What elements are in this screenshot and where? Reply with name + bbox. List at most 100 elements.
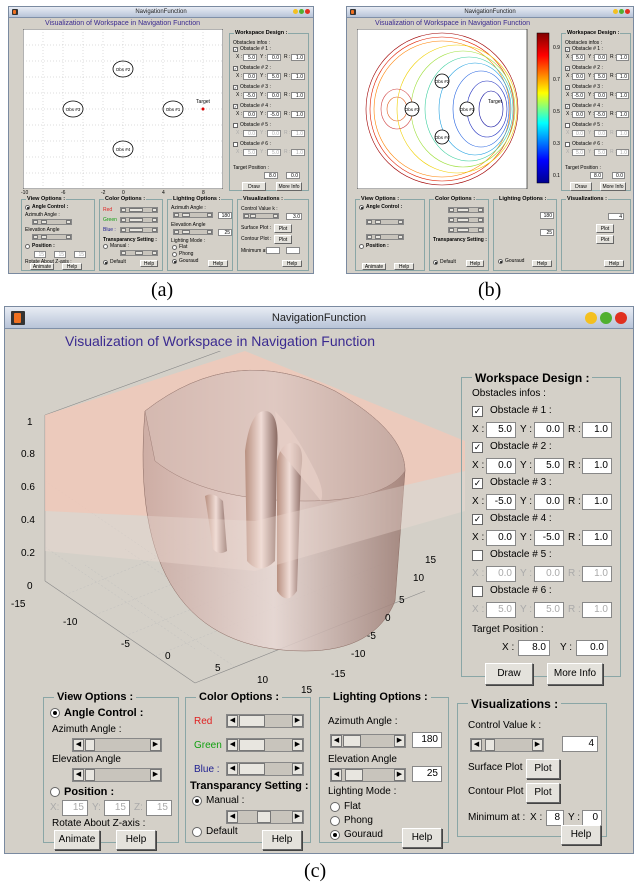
surface-plot-button[interactable]: Plot	[274, 224, 292, 233]
obstacle-r-input[interactable]: 1.0	[291, 111, 305, 118]
window-buttons[interactable]	[293, 9, 310, 14]
default-radio[interactable]	[192, 827, 202, 837]
default-radio[interactable]	[433, 260, 438, 265]
obstacle-x-input[interactable]: 5.0	[243, 149, 257, 156]
elevation-slider[interactable]	[32, 234, 72, 240]
position-radio[interactable]	[25, 244, 30, 249]
draw-button[interactable]: Draw	[485, 663, 533, 685]
close-icon[interactable]	[625, 9, 630, 14]
k-slider[interactable]	[243, 213, 279, 219]
help-button[interactable]: Help	[282, 260, 302, 267]
obstacle-checkbox[interactable]: ✓	[233, 66, 238, 71]
gouraud-radio[interactable]	[172, 259, 177, 264]
obstacle-x-input[interactable]: 0.0	[243, 130, 257, 137]
obstacle-x-input[interactable]: 0.0	[572, 130, 585, 137]
more-info-button[interactable]: More Info	[547, 663, 603, 685]
obstacle-r-input[interactable]: 1.0	[616, 149, 629, 156]
maximize-icon[interactable]	[299, 9, 304, 14]
obstacle-r-input[interactable]: 1.0	[582, 530, 612, 546]
obstacle-x-input[interactable]: 0.0	[486, 530, 516, 546]
maximize-icon[interactable]	[600, 312, 612, 324]
target-x-input[interactable]: 8.0	[590, 172, 603, 179]
obstacle-checkbox[interactable]	[472, 550, 483, 561]
obstacle-checkbox[interactable]: ✓	[565, 66, 570, 71]
minimize-icon[interactable]	[293, 9, 298, 14]
pos-x-input[interactable]: 15	[34, 251, 46, 258]
obstacle-y-input[interactable]: 0.0	[594, 130, 607, 137]
obstacle-r-input[interactable]: 1.0	[291, 73, 305, 80]
help-button[interactable]: Help	[561, 825, 601, 845]
draw-button[interactable]: Draw	[570, 182, 592, 191]
flat-radio[interactable]	[172, 245, 177, 250]
animate-button[interactable]: Animate	[362, 263, 386, 270]
obstacle-checkbox[interactable]	[565, 142, 570, 147]
elevation-slider[interactable]: ◀ ▶	[330, 768, 406, 782]
obstacle-checkbox[interactable]: ✓	[472, 406, 483, 417]
animate-button[interactable]: Animate	[30, 263, 54, 270]
help-button[interactable]: Help	[208, 260, 228, 267]
obstacle-checkbox[interactable]: ✓	[233, 47, 238, 52]
obstacle-y-input[interactable]: 5.0	[594, 73, 607, 80]
transparency-slider[interactable]	[120, 250, 158, 256]
flat-radio[interactable]	[330, 802, 340, 812]
obstacle-x-input[interactable]: 5.0	[243, 54, 257, 61]
azimuth-slider[interactable]	[32, 219, 72, 225]
obstacle-y-input[interactable]: 0.0	[594, 54, 607, 61]
surface-plot-button[interactable]: Plot	[596, 224, 614, 233]
pos-x-input[interactable]: 15	[62, 800, 88, 816]
obstacle-checkbox[interactable]: ✓	[472, 442, 483, 453]
obstacle-checkbox[interactable]: ✓	[565, 85, 570, 90]
phong-radio[interactable]	[330, 816, 340, 826]
obstacle-checkbox[interactable]	[472, 586, 483, 597]
red-slider[interactable]	[120, 207, 158, 213]
obstacle-r-input[interactable]: 1.0	[291, 130, 305, 137]
close-icon[interactable]	[615, 312, 627, 324]
obstacle-r-input[interactable]: 1.0	[582, 422, 612, 438]
help-button[interactable]: Help	[532, 260, 552, 267]
obstacle-x-input[interactable]: 0.0	[486, 566, 516, 582]
obstacle-y-input[interactable]: 0.0	[267, 92, 281, 99]
green-slider[interactable]	[448, 217, 484, 223]
phong-radio[interactable]	[172, 252, 177, 257]
obstacle-y-input[interactable]: 5.0	[534, 602, 564, 618]
obstacle-x-input[interactable]: 5.0	[486, 422, 516, 438]
azimuth-slider[interactable]	[173, 212, 213, 218]
elevation-input[interactable]: 25	[412, 766, 442, 782]
obstacle-checkbox[interactable]: ✓	[233, 85, 238, 90]
help-button[interactable]: Help	[262, 830, 302, 850]
obstacle-checkbox[interactable]	[233, 142, 238, 147]
angle-control-radio[interactable]	[50, 708, 60, 718]
obstacle-x-input[interactable]: -5.0	[572, 92, 585, 99]
help-button[interactable]: Help	[402, 828, 442, 848]
window-buttons[interactable]	[613, 9, 630, 14]
right-arrow-icon[interactable]: ▶	[292, 715, 303, 727]
right-arrow-icon[interactable]: ▶	[394, 735, 405, 747]
angle-control-radio[interactable]	[25, 205, 30, 210]
position-radio[interactable]	[359, 244, 364, 249]
obstacle-r-input[interactable]: 1.0	[582, 566, 612, 582]
right-arrow-icon[interactable]: ▶	[394, 769, 405, 781]
draw-button[interactable]: Draw	[242, 182, 266, 191]
more-info-button[interactable]: More Info	[276, 182, 302, 191]
contour-plot-button[interactable]: Plot	[526, 783, 560, 803]
obstacle-x-input[interactable]: 0.0	[243, 73, 257, 80]
surface-plot-button[interactable]: Plot	[526, 759, 560, 779]
azimuth-input[interactable]: 180	[412, 732, 442, 748]
animate-button[interactable]: Animate	[54, 830, 100, 850]
azimuth-slider[interactable]	[366, 219, 404, 225]
obstacle-y-input[interactable]: 0.0	[534, 494, 564, 510]
right-arrow-icon[interactable]: ▶	[292, 763, 303, 775]
left-arrow-icon[interactable]: ◀	[227, 715, 238, 727]
elevation-slider[interactable]	[366, 234, 404, 240]
left-arrow-icon[interactable]: ◀	[227, 739, 238, 751]
left-arrow-icon[interactable]: ◀	[73, 739, 84, 751]
obstacle-x-input[interactable]: 0.0	[486, 458, 516, 474]
green-slider[interactable]: ◀ ▶	[226, 738, 304, 752]
window-buttons[interactable]	[585, 312, 627, 324]
obstacle-y-input[interactable]: 0.0	[267, 130, 281, 137]
obstacle-x-input[interactable]: 5.0	[486, 602, 516, 618]
azimuth-input[interactable]: 180	[218, 212, 232, 219]
target-y-input[interactable]: 0.0	[576, 640, 608, 656]
obstacle-x-input[interactable]: 5.0	[572, 54, 585, 61]
help-button[interactable]: Help	[394, 263, 414, 270]
